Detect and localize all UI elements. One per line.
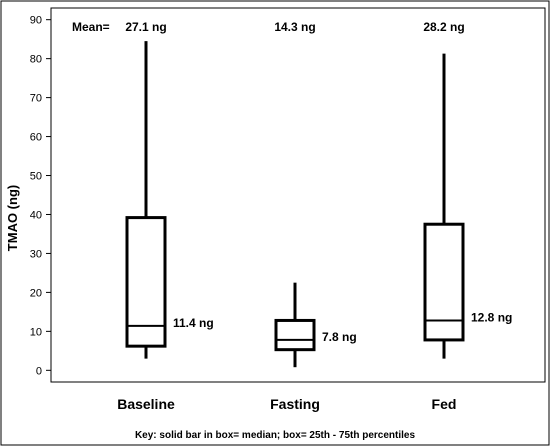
median-label: 7.8 ng: [322, 330, 357, 344]
y-axis: 0 10 20 30 40 50 60 70 80 90: [30, 15, 51, 377]
x-axis-labels: Baseline Fasting Fed: [117, 396, 456, 412]
y-tick-label: 30: [30, 248, 42, 260]
y-tick-label: 80: [30, 54, 42, 66]
iqr-box: [274, 318, 316, 352]
footnote-key: Key: solid bar in box= median; box= 25th…: [135, 430, 416, 441]
y-tick-label: 0: [36, 365, 42, 377]
y-tick-label: 10: [30, 326, 42, 338]
iqr-box: [125, 216, 167, 348]
mean-label: 28.2 ng: [423, 20, 464, 34]
y-tick-label: 40: [30, 209, 42, 221]
y-tick-label: 20: [30, 287, 42, 299]
median-label: 11.4 ng: [173, 316, 214, 330]
y-tick-label: 70: [30, 93, 42, 105]
box-fasting: 7.8 ng 14.3 ng: [274, 20, 357, 368]
box-baseline: 11.4 ng 27.1 ng: [125, 20, 214, 359]
box-fed: 12.8 ng 28.2 ng: [423, 20, 512, 359]
category-label: Baseline: [117, 396, 175, 412]
y-tick-label: 50: [30, 171, 42, 183]
category-label: Fed: [432, 396, 457, 412]
category-label: Fasting: [270, 396, 320, 412]
median-label: 12.8 ng: [471, 310, 512, 324]
y-tick-label: 60: [30, 132, 42, 144]
mean-label: 27.1 ng: [125, 20, 166, 34]
mean-prefix-label: Mean=: [72, 20, 110, 34]
box-series: 11.4 ng 27.1 ng 7.8 ng 14.3 ng 12.8 ng 28.2 n…: [125, 20, 512, 368]
y-axis-title: TMAO (ng): [5, 185, 20, 251]
iqr-box: [423, 222, 465, 342]
mean-label: 14.3 ng: [274, 20, 315, 34]
y-tick-label: 90: [30, 15, 42, 27]
plot-area-frame: [50, 7, 546, 383]
